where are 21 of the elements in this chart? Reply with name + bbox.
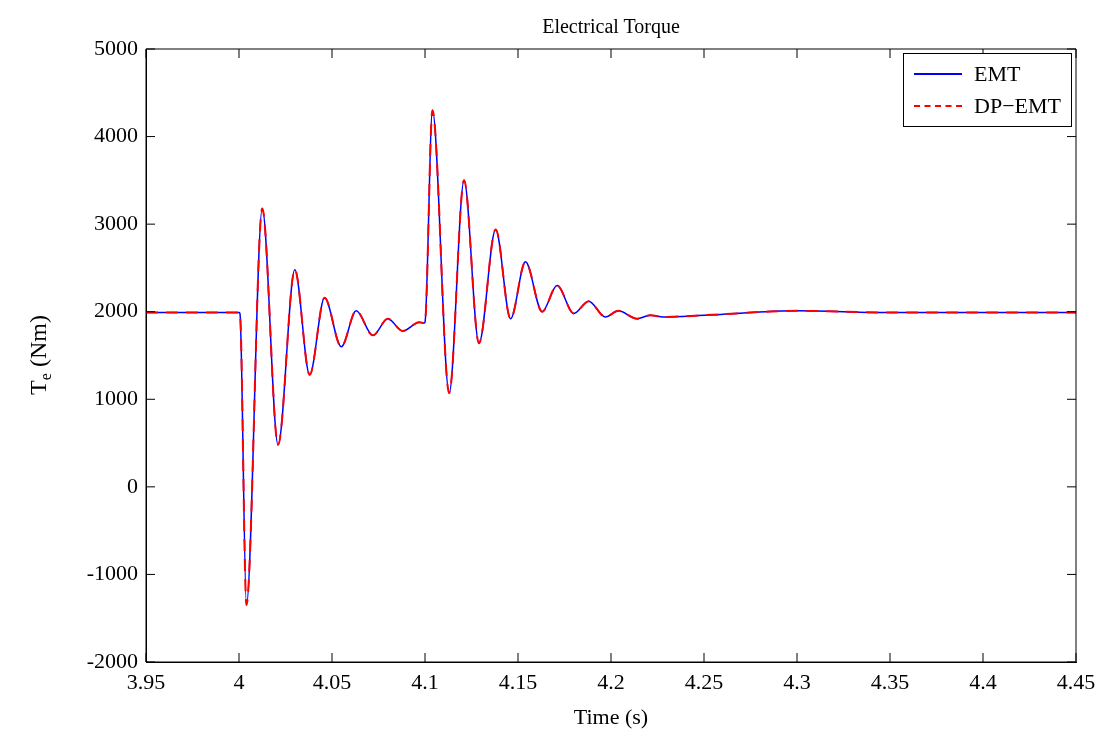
x-tick-label: 4.4 <box>969 668 997 694</box>
x-tick-label: 4.35 <box>870 668 910 694</box>
y-tick-label: 3000 <box>94 209 138 235</box>
legend-label: EMT <box>974 61 1021 87</box>
y-tick-label: 2000 <box>94 297 138 323</box>
x-tick-label: 4.45 <box>1056 668 1096 694</box>
legend-label: DP−EMT <box>974 93 1061 119</box>
x-tick-label: 4.1 <box>411 668 439 694</box>
x-tick-label: 4.25 <box>684 668 724 694</box>
chart-title: Electrical Torque <box>542 15 680 38</box>
x-tick-label: 4.3 <box>783 668 811 694</box>
x-tick-label: 4 <box>233 668 245 694</box>
x-tick-label: 4.2 <box>597 668 625 694</box>
x-tick-label: 4.15 <box>498 668 538 694</box>
y-tick-label: 4000 <box>94 122 138 148</box>
y-tick-label: 1000 <box>94 385 138 411</box>
y-tick-label: 0 <box>127 472 138 498</box>
y-tick-label: -1000 <box>86 560 138 586</box>
x-tick-label: 4.05 <box>312 668 352 694</box>
y-tick-label: 5000 <box>94 34 138 60</box>
x-axis-title: Time (s) <box>573 704 649 729</box>
